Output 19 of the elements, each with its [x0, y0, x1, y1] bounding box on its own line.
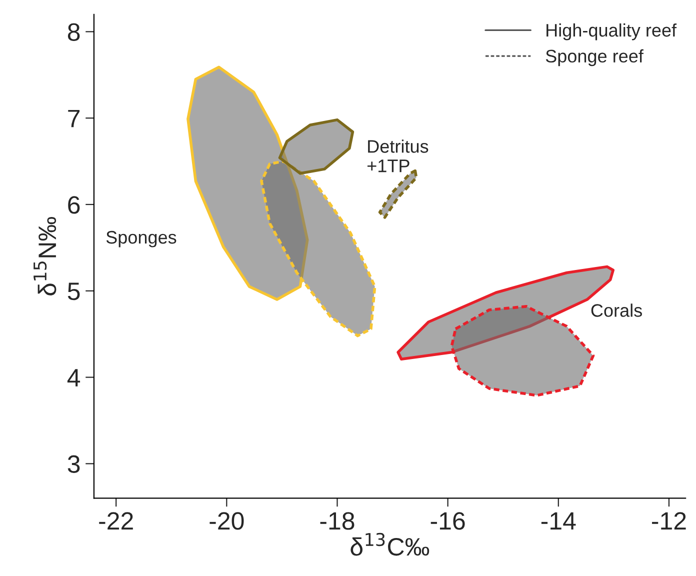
- annotation: Detritus +1TP: [367, 140, 428, 172]
- x-tick-label: -20: [210, 512, 244, 530]
- x-tick-label: -18: [320, 512, 354, 530]
- y-tick-label: 6: [68, 196, 80, 214]
- text: Sponge reef: [546, 49, 644, 66]
- y-axis-title: δ$^{15}$N‰: [34, 216, 56, 296]
- y-tick-label: 8: [68, 23, 80, 41]
- text: High-quality reef: [546, 23, 677, 40]
- x-tick-label: -16: [430, 512, 465, 530]
- y-tick-label: 7: [68, 110, 80, 128]
- x-tick-label: -22: [99, 512, 133, 530]
- x-tick-label: -14: [541, 512, 576, 530]
- annotation: Corals: [591, 304, 642, 317]
- y-tick-label: 4: [67, 369, 80, 386]
- x-axis-title: δ$^{13}$C‰: [350, 532, 430, 556]
- y-tick-label: 5: [68, 282, 80, 300]
- annotation: Sponges: [106, 230, 176, 248]
- x-tick-label: -12: [652, 512, 686, 530]
- y-tick-label: 3: [68, 455, 80, 473]
